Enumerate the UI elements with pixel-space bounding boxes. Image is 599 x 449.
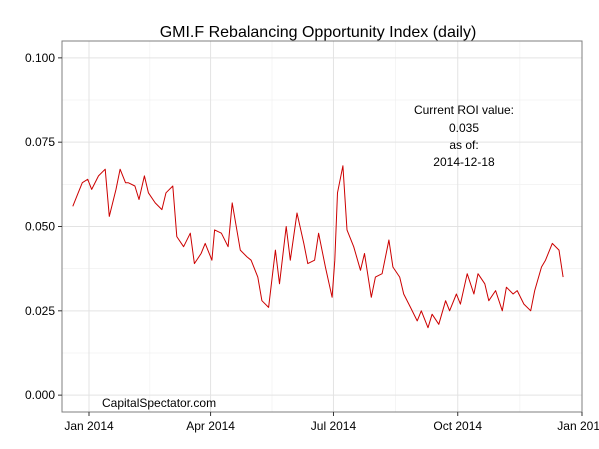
y-tick-label: 0.000	[25, 388, 55, 402]
roi-date: 2014-12-18	[433, 155, 495, 169]
chart-title: GMI.F Rebalancing Opportunity Index (dai…	[160, 24, 477, 41]
axis-layer: 0.000 0.025 0.050 0.075 0.100 Jan 2014 Apr 201…	[25, 51, 599, 433]
y-tick-label: 0.075	[25, 135, 55, 149]
watermark-text: CapitalSpectator.com	[102, 396, 216, 410]
series-line	[72, 165, 564, 329]
roi-label: Current ROI value:	[414, 103, 514, 117]
roi-annotation: Current ROI value: 0.035 as of: 2014-12-…	[414, 103, 514, 169]
roi-value: 0.035	[449, 121, 479, 135]
series-layer	[72, 165, 564, 329]
y-tick-label: 0.100	[25, 51, 55, 65]
x-tick-label: Oct 2014	[433, 419, 482, 433]
roi-as-of-label: as of:	[449, 138, 478, 152]
x-tick-label: Jan 2014	[64, 419, 114, 433]
y-tick-label: 0.050	[25, 220, 55, 234]
x-tick-label: Jan 2015	[557, 419, 599, 433]
x-tick-label: Jul 2014	[311, 419, 357, 433]
x-tick-label: Apr 2014	[186, 419, 235, 433]
y-tick-label: 0.025	[25, 304, 55, 318]
grid-layer	[62, 41, 583, 412]
